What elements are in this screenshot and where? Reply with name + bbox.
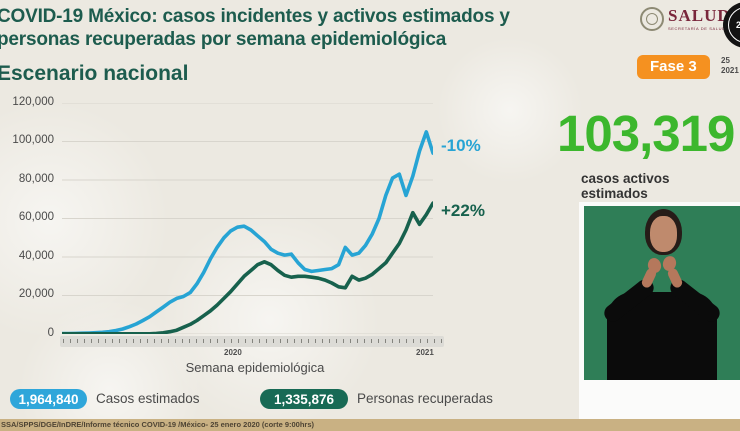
x-tick-2020: 2020	[224, 348, 242, 357]
page-title-line2: personas recuperadas por semana epidemio…	[0, 29, 447, 51]
y-tick: 40,000	[18, 250, 54, 262]
date-day: 25	[721, 56, 730, 65]
chart-plot	[62, 103, 433, 334]
annotation-cases-change: -10%	[441, 136, 481, 155]
salud-seal-icon	[640, 7, 664, 31]
active-cases-value: 103,319	[557, 105, 735, 162]
interpreter-face	[650, 216, 677, 252]
mexico-2021-logo-text: 2021	[728, 7, 740, 43]
y-tick: 60,000	[18, 211, 54, 223]
x-tick-2021: 2021	[416, 348, 434, 357]
source-bar: SSA/SPPS/DGE/InDRE/Informe técnico COVID…	[0, 419, 740, 431]
y-tick: 0	[47, 327, 54, 339]
y-tick: 80,000	[18, 173, 54, 185]
page-title: COVID-19 México: casos incidentes y acti…	[0, 5, 607, 51]
x-axis-label: Semana epidemiológica	[185, 360, 325, 375]
salud-logo-subtitle: SECRETARÍA DE SALUD	[668, 26, 726, 31]
date-year: 2021	[721, 66, 739, 76]
y-tick: 100,000	[12, 134, 54, 146]
annotation-recovered-change: +22%	[441, 201, 485, 220]
recovered-badge: 1,335,876	[260, 389, 348, 409]
background-pattern	[430, 30, 590, 190]
y-tick: 120,000	[12, 96, 54, 108]
y-tick: 20,000	[18, 288, 54, 300]
phase-badge: Fase 3	[637, 55, 710, 79]
x-axis-week-band	[60, 336, 444, 347]
sign-language-interpreter-video	[584, 206, 740, 380]
salud-logo: SALUD SECRETARÍA DE SALUD	[640, 7, 731, 31]
salud-logo-text: SALUD	[668, 6, 731, 25]
active-cases-label: casos activos estimados	[581, 171, 670, 201]
date-label: 25 2021	[721, 56, 740, 77]
mexico-2021-logo: 2021	[723, 2, 740, 48]
chart-title: Escenario nacional	[0, 62, 189, 85]
estimated-cases-badge: 1,964,840	[10, 389, 87, 409]
page-title-line1: COVID-19 México: casos incidentes y acti…	[0, 6, 510, 27]
sign-language-interpreter-card	[579, 202, 740, 420]
recovered-label: Personas recuperadas	[357, 391, 493, 406]
estimated-cases-label: Casos estimados	[96, 391, 200, 406]
